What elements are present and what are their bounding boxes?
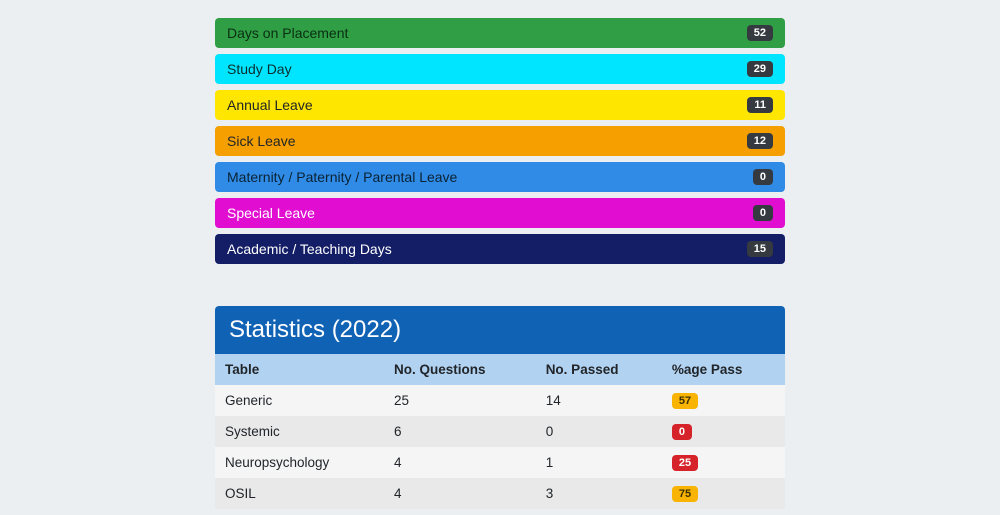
- placement-bar-count: 11: [747, 97, 773, 113]
- pct-badge: 0: [672, 424, 692, 440]
- cell-table: Neuropsychology: [215, 447, 384, 478]
- cell-table: Systemic: [215, 416, 384, 447]
- statistics-header-row: Table No. Questions No. Passed %age Pass: [215, 354, 785, 385]
- placement-bar-label: Sick Leave: [227, 133, 295, 149]
- placement-bar-label: Maternity / Paternity / Parental Leave: [227, 169, 457, 185]
- placement-bar-label: Academic / Teaching Days: [227, 241, 392, 257]
- cell-passed: 0: [536, 416, 662, 447]
- cell-passed: 14: [536, 385, 662, 416]
- table-row: Generic2514 57: [215, 385, 785, 416]
- cell-questions: 4: [384, 478, 536, 509]
- cell-pct: 0: [662, 416, 785, 447]
- placement-bars: Days on Placement 52 Study Day 29 Annual Lea…: [215, 18, 785, 264]
- placement-bar[interactable]: Academic / Teaching Days 15: [215, 234, 785, 264]
- cell-questions: 6: [384, 416, 536, 447]
- placement-bar-count: 52: [747, 25, 773, 41]
- statistics-table: Table No. Questions No. Passed %age Pass…: [215, 354, 785, 509]
- placement-bar[interactable]: Special Leave 0: [215, 198, 785, 228]
- pct-badge: 25: [672, 455, 698, 471]
- cell-table: Generic: [215, 385, 384, 416]
- placement-bar[interactable]: Study Day 29: [215, 54, 785, 84]
- pct-badge: 57: [672, 393, 698, 409]
- placement-bar-label: Special Leave: [227, 205, 315, 221]
- pct-badge: 75: [672, 486, 698, 502]
- cell-questions: 25: [384, 385, 536, 416]
- col-pct: %age Pass: [662, 354, 785, 385]
- table-row: Systemic600: [215, 416, 785, 447]
- cell-passed: 3: [536, 478, 662, 509]
- cell-pct: 57: [662, 385, 785, 416]
- placement-bar-label: Days on Placement: [227, 25, 348, 41]
- placement-bar-count: 12: [747, 133, 773, 149]
- statistics-title: Statistics (2022): [215, 306, 785, 354]
- cell-table: OSIL: [215, 478, 384, 509]
- cell-passed: 1: [536, 447, 662, 478]
- table-row: Neuropsychology41 25: [215, 447, 785, 478]
- placement-bar-count: 0: [753, 205, 773, 221]
- placement-bar[interactable]: Days on Placement 52: [215, 18, 785, 48]
- statistics-panel: Statistics (2022) Table No. Questions No…: [215, 306, 785, 509]
- page-container: Days on Placement 52 Study Day 29 Annual Lea…: [215, 0, 785, 509]
- cell-pct: 25: [662, 447, 785, 478]
- placement-bar-count: 29: [747, 61, 773, 77]
- cell-pct: 75: [662, 478, 785, 509]
- col-table: Table: [215, 354, 384, 385]
- cell-questions: 4: [384, 447, 536, 478]
- placement-bar-count: 15: [747, 241, 773, 257]
- placement-bar-label: Annual Leave: [227, 97, 313, 113]
- col-questions: No. Questions: [384, 354, 536, 385]
- placement-bar[interactable]: Maternity / Paternity / Parental Leave 0: [215, 162, 785, 192]
- col-passed: No. Passed: [536, 354, 662, 385]
- placement-bar[interactable]: Sick Leave 12: [215, 126, 785, 156]
- table-row: OSIL43 75: [215, 478, 785, 509]
- placement-bar[interactable]: Annual Leave 11: [215, 90, 785, 120]
- placement-bar-label: Study Day: [227, 61, 292, 77]
- placement-bar-count: 0: [753, 169, 773, 185]
